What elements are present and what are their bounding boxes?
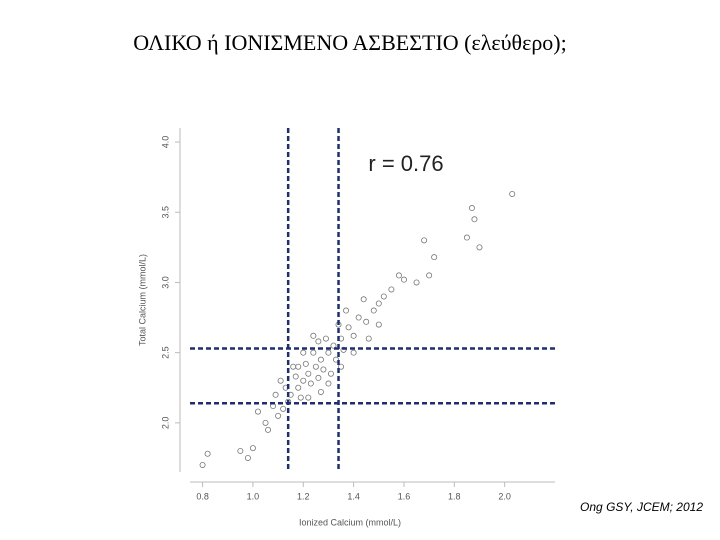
point — [370, 307, 377, 314]
point — [295, 384, 302, 391]
x-tick-label: 1.0 — [247, 491, 260, 501]
point — [330, 342, 337, 349]
point — [365, 335, 372, 342]
point — [395, 272, 402, 279]
point — [307, 380, 314, 387]
point — [421, 237, 428, 244]
point — [509, 190, 516, 197]
point — [345, 324, 352, 331]
x-axis-label: Ionized Calcium (mmol/L) — [299, 517, 401, 527]
point — [350, 332, 357, 339]
point — [463, 234, 470, 241]
point — [413, 279, 420, 286]
y-axis-label: Total Calcium (mmol/L) — [137, 254, 147, 346]
point — [300, 377, 307, 384]
point — [375, 321, 382, 328]
point — [476, 244, 483, 251]
point — [320, 366, 327, 373]
point — [310, 332, 317, 339]
point — [315, 374, 322, 381]
point — [380, 293, 387, 300]
point — [363, 318, 370, 325]
point — [249, 445, 256, 452]
point — [199, 461, 206, 468]
point — [327, 370, 334, 377]
point — [272, 391, 279, 398]
point — [355, 314, 362, 321]
y-tick-label: 4.0 — [160, 136, 170, 149]
point — [350, 349, 357, 356]
point — [300, 349, 307, 356]
point — [244, 454, 251, 461]
y-tick-label: 3.5 — [160, 206, 170, 219]
citation: Ong GSY, JCEM; 2012 — [580, 500, 703, 514]
x-tick-label: 1.4 — [347, 491, 360, 501]
point — [280, 405, 287, 412]
y-tick-label: 3.0 — [160, 276, 170, 289]
point — [343, 307, 350, 314]
annotation: r = 0.76 — [368, 151, 443, 176]
point — [400, 276, 407, 283]
point — [204, 450, 211, 457]
point — [332, 356, 339, 363]
point — [338, 363, 345, 370]
point — [468, 205, 475, 212]
point — [254, 408, 261, 415]
point — [305, 394, 312, 401]
x-tick-label: 1.8 — [448, 491, 461, 501]
point — [312, 363, 319, 370]
point — [295, 363, 302, 370]
point — [325, 349, 332, 356]
point — [426, 272, 433, 279]
point — [302, 360, 309, 367]
point — [292, 373, 299, 380]
x-tick-label: 2.0 — [498, 491, 511, 501]
point — [265, 426, 272, 433]
point — [317, 356, 324, 363]
y-tick-label: 2.0 — [160, 417, 170, 430]
point — [315, 338, 322, 345]
point — [471, 216, 478, 223]
point — [262, 419, 269, 426]
y-tick-label: 2.5 — [160, 346, 170, 359]
point — [237, 447, 244, 454]
point — [290, 363, 297, 370]
point — [277, 377, 284, 384]
x-tick-label: 1.6 — [398, 491, 411, 501]
point — [388, 286, 395, 293]
point — [275, 412, 282, 419]
point — [305, 370, 312, 377]
point — [317, 388, 324, 395]
point — [297, 394, 304, 401]
slide-title: ΟΛΙΚΟ ή ΙΟΝΙΣΜΕΝΟ ΑΣΒΕΣΤΙΟ (ελεύθερο); — [133, 30, 567, 55]
point — [431, 254, 438, 261]
x-tick-label: 0.8 — [196, 491, 209, 501]
x-tick-label: 1.2 — [297, 491, 310, 501]
point — [375, 300, 382, 307]
point — [322, 335, 329, 342]
point — [310, 349, 317, 356]
point — [325, 380, 332, 387]
point — [360, 296, 367, 303]
